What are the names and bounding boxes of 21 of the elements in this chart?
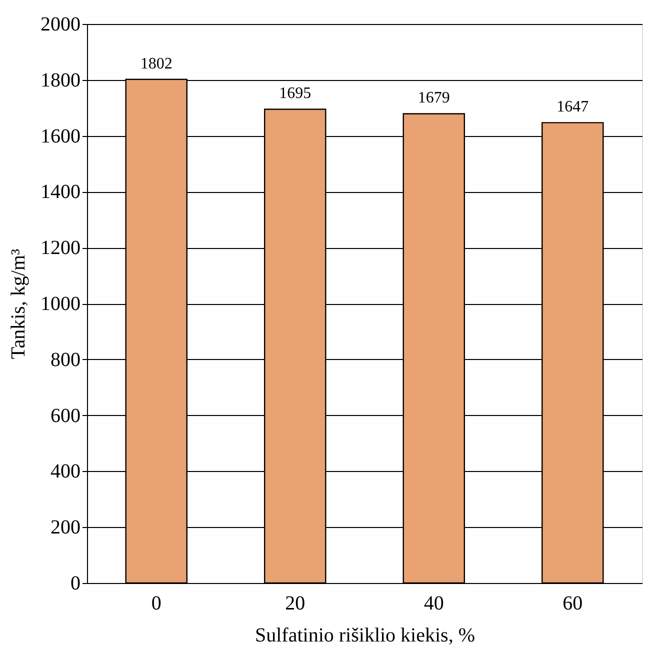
- y-tick-label: 1600: [40, 125, 80, 148]
- data-label: 1802: [140, 55, 172, 72]
- y-tick-label: 1000: [40, 293, 80, 315]
- y-tick-label: 0: [70, 572, 80, 594]
- data-label: 1647: [556, 98, 589, 116]
- y-tick-label: 1800: [40, 69, 80, 92]
- data-label: 1695: [279, 85, 312, 102]
- data-label: 1679: [418, 90, 450, 107]
- x-tick-label: 40: [424, 592, 444, 614]
- y-tick-label: 200: [50, 516, 80, 539]
- x-tick-label: 0: [151, 592, 162, 614]
- y-tick-label: 800: [50, 348, 80, 371]
- x-tick-label: 60: [562, 592, 583, 614]
- y-tick-label: 1200: [40, 237, 80, 260]
- x-axis-title: Sulfatinio rišiklio kiekis, %: [255, 624, 475, 646]
- y-axis-title: Tankis, kg/m³: [8, 248, 30, 360]
- y-tick-label: 2000: [40, 14, 80, 36]
- y-tick-label: 400: [50, 460, 80, 483]
- x-tick-label: 20: [285, 592, 306, 614]
- y-tick-label: 1400: [40, 181, 80, 204]
- y-tick-label: 600: [50, 404, 80, 427]
